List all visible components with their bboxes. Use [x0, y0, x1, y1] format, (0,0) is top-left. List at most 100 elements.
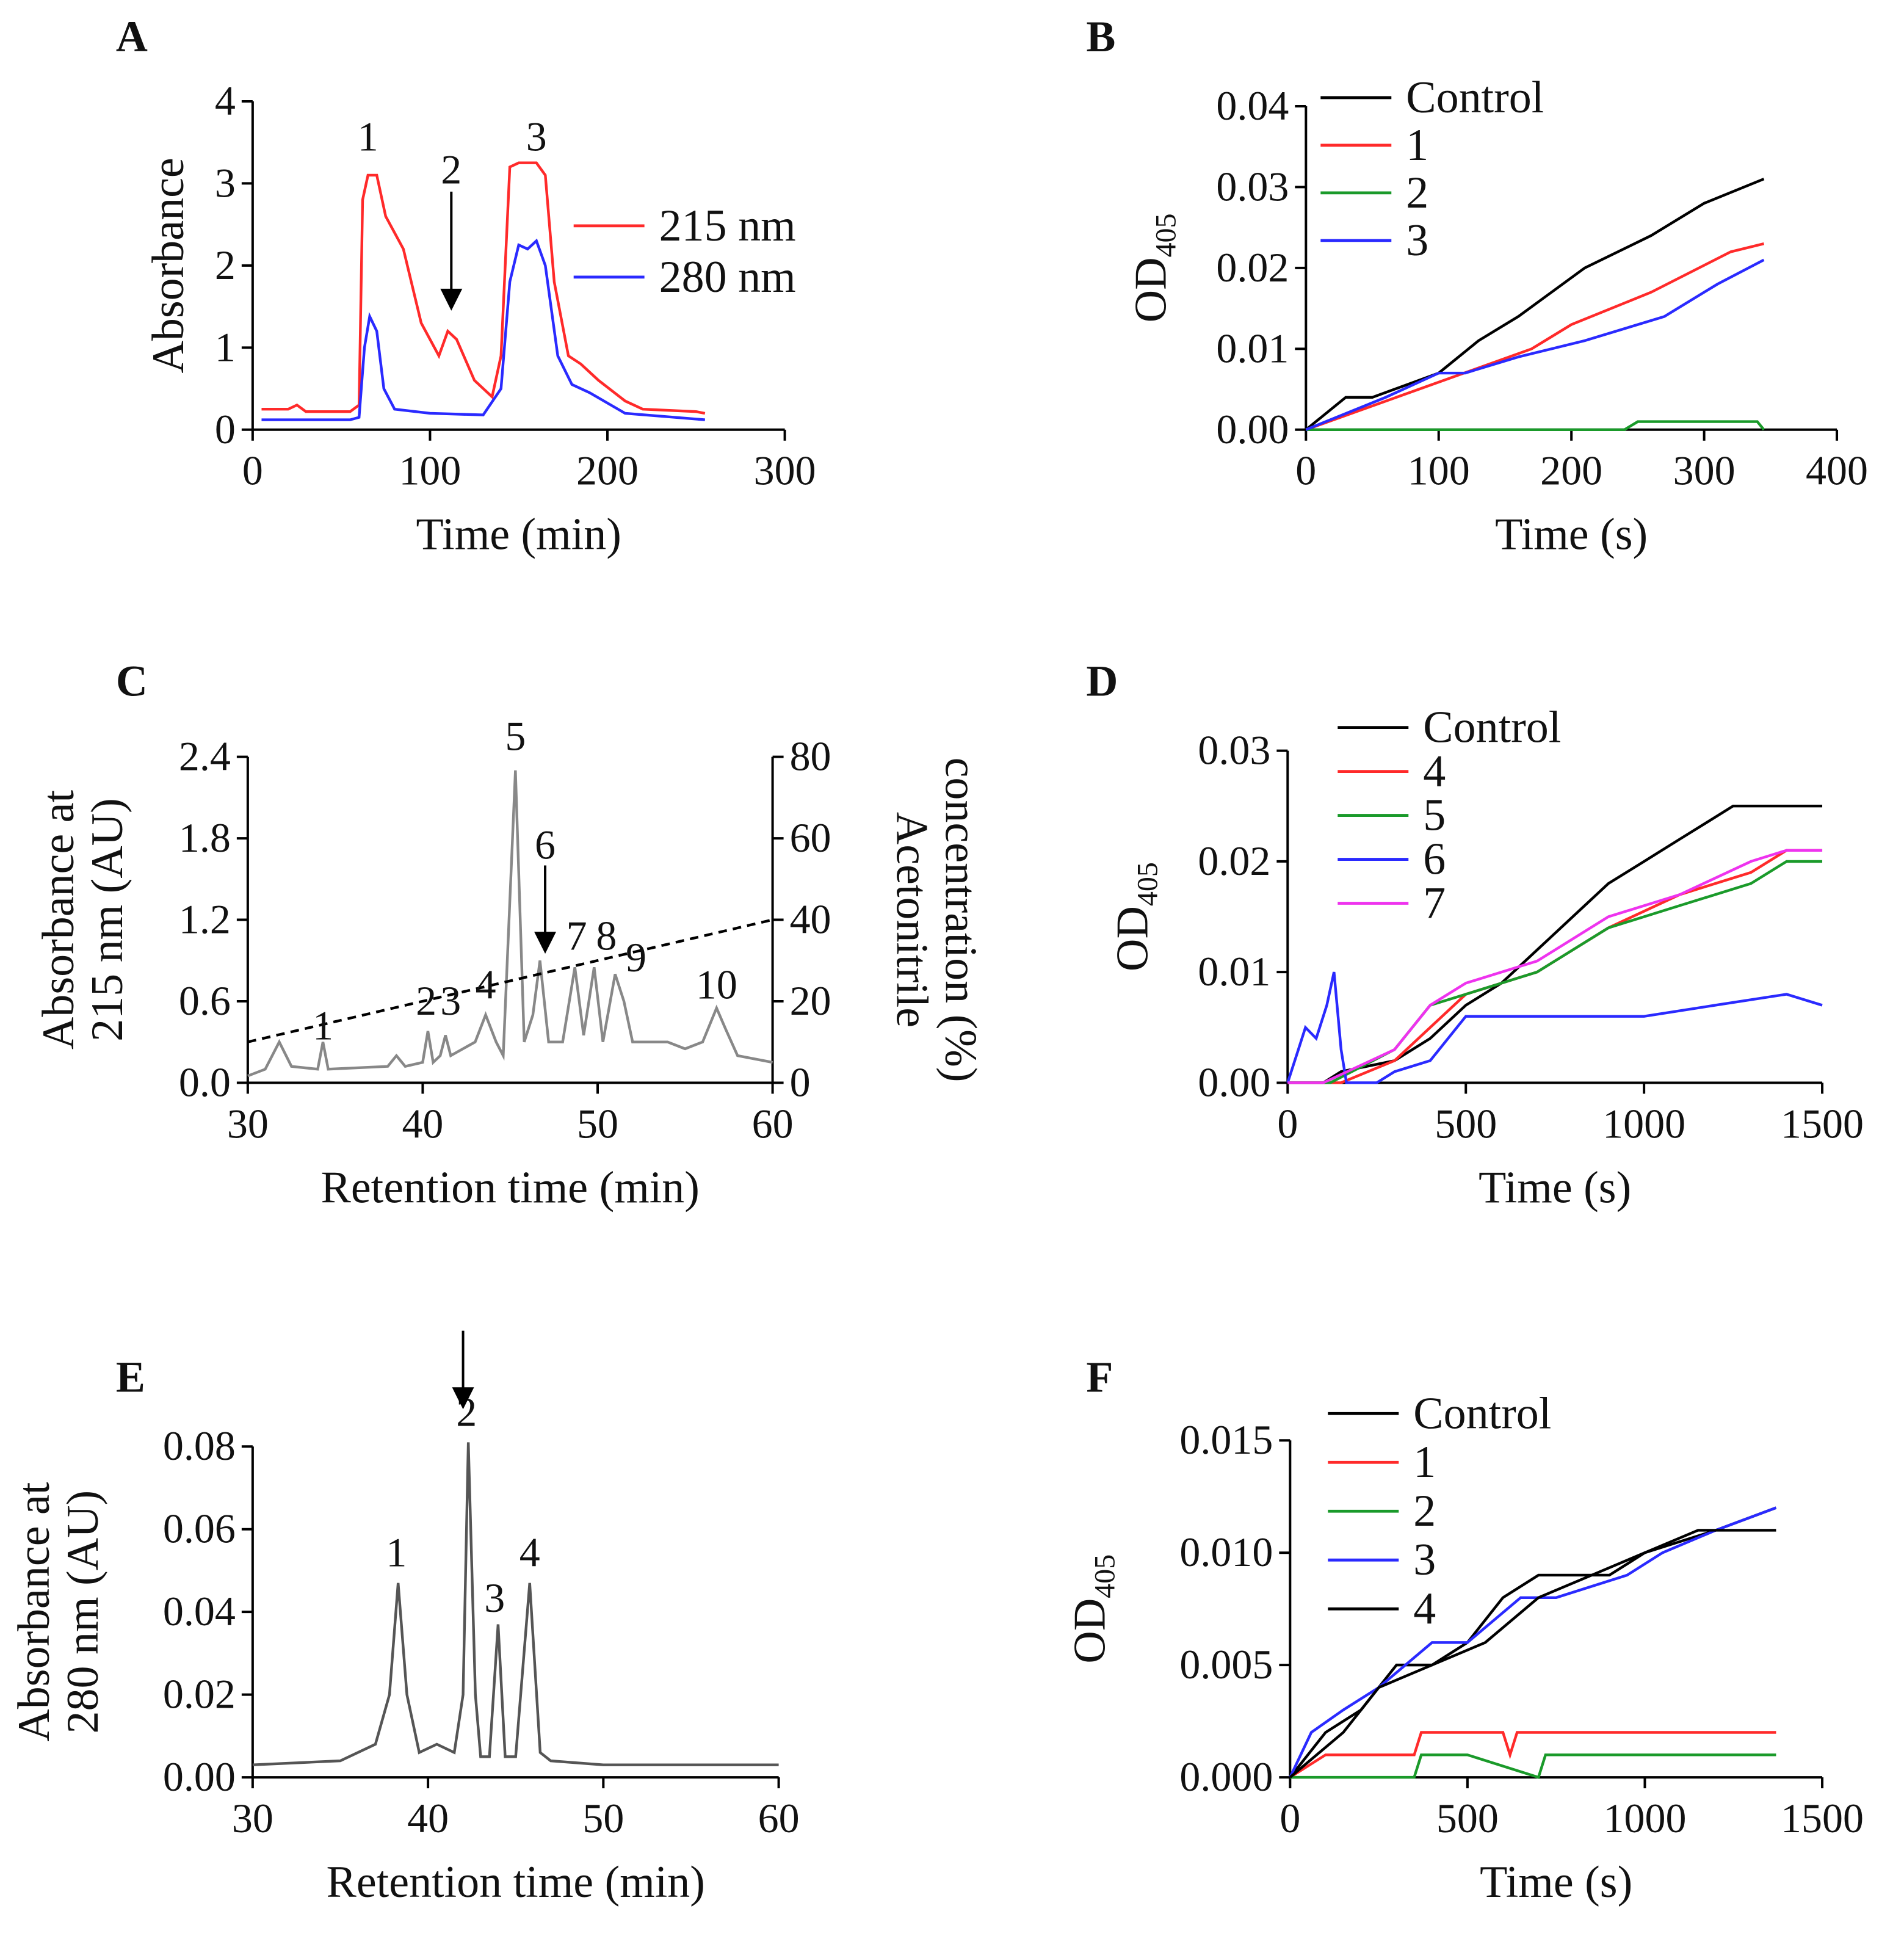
series-line-control	[1289, 1506, 1777, 1778]
peak-label: 4	[476, 962, 496, 1008]
y-tick-label: 4	[215, 78, 236, 124]
y-axis-label: OD405	[1126, 213, 1182, 322]
panel-letter: E	[116, 1352, 145, 1401]
y-tick-label: 0.00	[163, 1753, 236, 1800]
x-axis-label: Time (s)	[1480, 1857, 1632, 1907]
peak-label: 3	[526, 114, 547, 160]
series-line-4	[1289, 1529, 1776, 1778]
y2-tick-label: 80	[790, 733, 831, 780]
x-tick-label: 200	[1540, 448, 1602, 494]
y-tick-label: 0	[215, 406, 236, 452]
y-tick-label: 0.02	[1216, 244, 1289, 291]
x-tick-label: 0	[1277, 1100, 1298, 1147]
series-line-5	[1287, 860, 1823, 1084]
y-tick-label: 0.08	[163, 1423, 236, 1469]
series-line-2	[1306, 420, 1765, 431]
x-tick-label: 400	[1806, 448, 1868, 494]
panel-letter: C	[116, 657, 148, 706]
y-tick-label: 0.010	[1179, 1529, 1273, 1575]
series-line-1	[1289, 1731, 1776, 1778]
y-tick-label: 0.015	[1179, 1416, 1273, 1463]
arrow-head-icon	[440, 288, 463, 311]
panel-letter: A	[116, 12, 148, 61]
x-tick-label: 1000	[1604, 1795, 1687, 1841]
y-axis-label-subscript: 405	[1149, 213, 1182, 257]
y-tick-label: 0.06	[163, 1506, 236, 1552]
y-axis-label-subscript: 405	[1088, 1554, 1121, 1598]
peak-label: 1	[386, 1529, 407, 1576]
series-line-absorbance-215-nm	[247, 770, 773, 1078]
x-axis-label: Retention time (min)	[321, 1162, 700, 1213]
x-axis-label: Time (s)	[1495, 510, 1648, 560]
x-tick-label: 60	[752, 1100, 794, 1147]
x-tick-label: 0	[1295, 448, 1316, 494]
legend-label: 2	[1413, 1486, 1436, 1536]
legend-label: 215 nm	[659, 201, 796, 251]
x-axis-label: Time (s)	[1479, 1162, 1631, 1213]
peak-label: 1	[313, 1002, 333, 1048]
y-tick-label: 1.2	[179, 896, 231, 943]
x-tick-label: 500	[1436, 1795, 1499, 1841]
panel-letter: F	[1086, 1352, 1113, 1401]
y-tick-label: 0.005	[1179, 1641, 1273, 1688]
panel-E: E 30 40 50 60 0.00 0.02 0.04 0.06 0.08 Retention t…	[9, 1330, 800, 1907]
x-tick-label: 500	[1435, 1100, 1497, 1147]
legend-label: 1	[1413, 1437, 1436, 1487]
series-line-control	[1305, 178, 1765, 431]
y-tick-label: 0.03	[1216, 163, 1289, 209]
legend-label: 1	[1406, 120, 1428, 170]
y2-axis-label: concentration (%)	[936, 758, 986, 1082]
x-tick-label: 0	[1280, 1795, 1300, 1841]
y2-tick-label: 20	[790, 977, 831, 1024]
peak-label: 10	[696, 962, 737, 1008]
y-tick-label: 1.8	[179, 814, 231, 861]
y-axis-label: Absorbance at	[9, 1482, 59, 1742]
y-tick-label: 3	[215, 159, 236, 206]
y-tick-label: 0.01	[1198, 948, 1270, 995]
y-tick-label: 0.000	[1179, 1753, 1273, 1800]
legend-label: 280 nm	[659, 252, 796, 302]
peak-label: 5	[505, 712, 526, 759]
y2-tick-label: 0	[790, 1059, 811, 1105]
y-axis-label: OD405	[1065, 1554, 1121, 1664]
legend-label: 7	[1423, 879, 1446, 929]
legend-label: 3	[1413, 1535, 1436, 1585]
panel-letter: B	[1086, 12, 1115, 61]
x-tick-label: 300	[1673, 448, 1736, 494]
legend-label: Control	[1413, 1388, 1551, 1438]
y-tick-label: 0.00	[1198, 1059, 1270, 1105]
legend-label: Control	[1423, 703, 1561, 753]
y-axis-label: 215 nm (AU)	[82, 798, 132, 1042]
x-tick-label: 60	[758, 1795, 800, 1841]
legend-label: 5	[1423, 791, 1446, 841]
x-tick-label: 100	[399, 448, 461, 494]
peak-label: 7	[566, 912, 587, 959]
series-line-2	[1290, 1753, 1776, 1779]
series-line-7	[1287, 849, 1823, 1084]
y-axis-label: OD405	[1107, 862, 1164, 971]
legend-label: Control	[1406, 73, 1544, 123]
x-tick-label: 50	[577, 1100, 618, 1147]
x-tick-label: 100	[1408, 448, 1470, 494]
panel-A: A 0 100 200 300 0 1 2 3 4 Time (min) Absorbance 215 …	[116, 12, 816, 560]
x-axis-label: Retention time (min)	[327, 1857, 705, 1907]
y-tick-label: 2.4	[179, 733, 231, 780]
x-tick-label: 1500	[1781, 1100, 1864, 1147]
y-tick-label: 0.03	[1198, 727, 1270, 774]
peak-label: 4	[519, 1529, 540, 1576]
panel-C: C 30 40 50 60 0.0 0.6 1.2 1.8 2.4 0 20 40 60 80 Acetoni…	[34, 657, 986, 1213]
panel-D: D 0 500 1000 1500 0.00 0.01 0.02 0.03 Time (s) OD4…	[1086, 657, 1864, 1213]
series-line-3	[1305, 258, 1765, 431]
y-tick-label: 0.04	[1216, 82, 1289, 129]
legend-label: 6	[1423, 835, 1446, 885]
y-axis-label: 280 nm (AU)	[58, 1490, 108, 1734]
x-tick-label: 30	[227, 1100, 269, 1147]
legend-label: 3	[1406, 216, 1428, 266]
y2-tick-label: 60	[790, 814, 831, 861]
series-line-3	[1289, 1506, 1777, 1778]
y-tick-label: 2	[215, 242, 236, 288]
legend-label: 2	[1406, 168, 1428, 218]
panel-F: F 0 500 1000 1500 0.000 0.005 0.010 0.015 Time (s…	[1065, 1352, 1864, 1907]
peak-label: 2	[441, 146, 462, 192]
